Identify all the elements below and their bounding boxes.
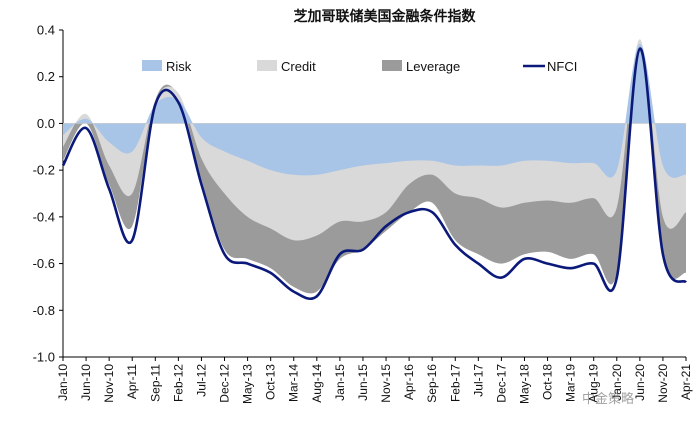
y-tick-label: -1.0 [33,350,55,365]
x-tick-label: Jul-17 [471,364,485,397]
x-tick-label: May-18 [517,364,531,404]
x-tick-label: Dec-12 [218,364,232,403]
x-tick-label: Aug-19 [587,364,601,403]
y-tick-label: -0.2 [33,163,55,178]
x-tick-label: Jan-10 [56,364,70,401]
x-tick-label: Sep-16 [425,364,439,403]
x-tick-label: Nov-20 [656,364,670,403]
legend-label-risk: Risk [166,59,192,74]
x-tick-label: Oct-13 [264,364,278,400]
x-tick-label: Nov-15 [379,364,393,403]
line-nfci [61,47,688,301]
x-tick-label: Aug-14 [310,364,324,403]
x-tick-label: Jun-20 [633,364,647,401]
x-tick-label: Mar-19 [564,364,578,402]
x-tick-label: Apr-11 [125,364,139,399]
x-tick-label: Feb-17 [448,364,462,402]
x-tick-label: Oct-18 [541,364,555,400]
x-tick-label: Feb-12 [171,364,185,402]
x-tick-label: Mar-14 [287,364,301,402]
x-tick-label: Jan-15 [333,364,347,401]
y-tick-label: -0.8 [33,303,55,318]
y-tick-label: -0.6 [33,256,55,271]
legend-label-leverage: Leverage [406,59,460,74]
legend-label-credit: Credit [281,59,316,74]
y-tick-label: 0.0 [37,116,55,131]
x-tick-label: Jun-15 [356,364,370,401]
x-tick-label: Jan-20 [610,364,624,401]
area-risk [63,43,686,178]
x-tick-label: Nov-10 [102,364,116,403]
x-tick-label: Jul-12 [194,364,208,397]
legend-swatch-risk [142,60,162,71]
legend-swatch-leverage [382,60,402,71]
y-tick-label: 0.4 [37,23,55,38]
watermark-text: 中金策略 [582,392,635,407]
x-tick-label: Jun-10 [79,364,93,401]
y-tick-label: 0.2 [37,69,55,84]
x-tick-label: Apr-21 [679,364,693,400]
chart-title: 芝加哥联储美国金融条件指数 [294,8,477,25]
x-tick-label: Apr-16 [402,364,416,400]
x-tick-label: Sep-11 [148,364,162,402]
legend-label-nfci: NFCI [547,59,577,74]
x-tick-label: Dec-17 [494,364,508,403]
x-tick-label: May-13 [241,364,255,404]
y-tick-label: -0.4 [33,209,55,224]
legend-swatch-credit [257,60,277,71]
